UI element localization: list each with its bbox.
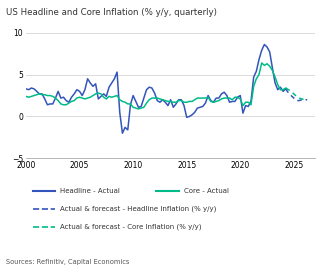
Text: Sources: Refinitiv, Capital Economics: Sources: Refinitiv, Capital Economics — [6, 259, 130, 265]
Text: Actual & forecast - Core Inflation (% y/y): Actual & forecast - Core Inflation (% y/… — [60, 223, 202, 230]
Text: Core - Actual: Core - Actual — [184, 188, 228, 194]
Text: Headline - Actual: Headline - Actual — [60, 188, 120, 194]
Text: Actual & forecast - Headline Inflation (% y/y): Actual & forecast - Headline Inflation (… — [60, 206, 216, 212]
Text: US Headline and Core Inflation (% y/y, quarterly): US Headline and Core Inflation (% y/y, q… — [6, 8, 217, 17]
